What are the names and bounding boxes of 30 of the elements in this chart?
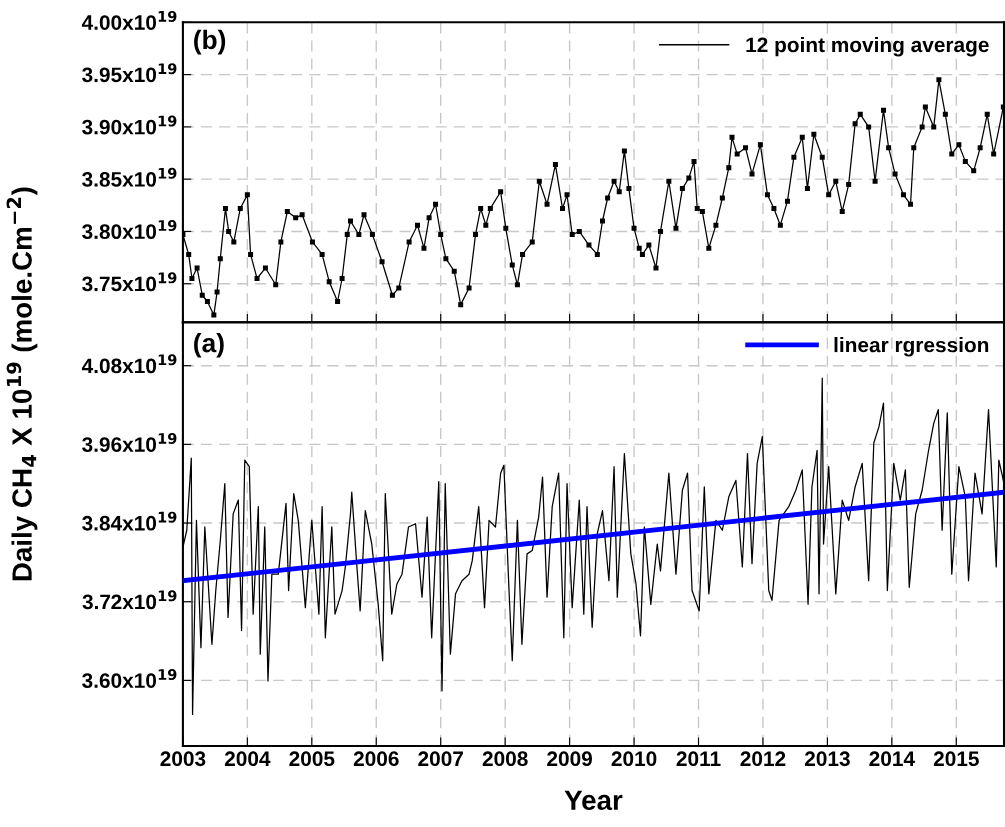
y-tick-label: 3.72x10$^{19}$: [82, 590, 177, 610]
legend-label: 12 point moving average: [746, 36, 989, 57]
x-tick-label: 2007: [418, 751, 463, 767]
y-tick-label: 3.60x10$^{19}$: [82, 668, 177, 688]
y-tick-label: 4.00x10$^{19}$: [81, 10, 177, 30]
x-tick-label: 2013: [804, 751, 850, 767]
y-tick-label: 3.84x10$^{19}$: [82, 511, 177, 531]
x-tick-label: 2012: [740, 751, 786, 767]
x-tick-label: 2004: [224, 751, 271, 767]
y-tick-label: 3.75x10$^{19}$: [82, 272, 177, 292]
y-tick-label: 3.95x10$^{19}$: [82, 63, 177, 83]
x-tick-label: 2014: [869, 751, 915, 767]
x-tick-label: 2003: [160, 751, 206, 767]
y-tick-label: 3.80x10$^{19}$: [82, 220, 177, 240]
x-tick-label: 2005: [289, 751, 335, 767]
y-axis-title: Daily CH$_{4}$ X 10$^{19}$ (mole.Cm$^{−2}$): [6, 187, 38, 581]
x-tick-label: 2010: [611, 751, 657, 767]
y-tick-label: 3.90x10$^{19}$: [82, 115, 177, 135]
y-tick-label: 4.08x10$^{19}$: [81, 354, 177, 374]
x-tick-label: 2008: [482, 751, 528, 767]
legend-label: linear rgression: [834, 337, 989, 357]
annotation: (a): [194, 333, 224, 358]
y-tick-label: 3.85x10$^{19}$: [82, 167, 177, 187]
x-tick-label: 2009: [547, 751, 593, 767]
x-tick-label: 2011: [676, 751, 721, 767]
x-tick-label: 2015: [933, 751, 979, 767]
annotation: (b): [194, 29, 226, 55]
x-axis-title: Year: [564, 790, 623, 811]
y-tick-label: 3.96x10$^{19}$: [82, 432, 177, 452]
x-tick-label: 2006: [353, 751, 399, 767]
